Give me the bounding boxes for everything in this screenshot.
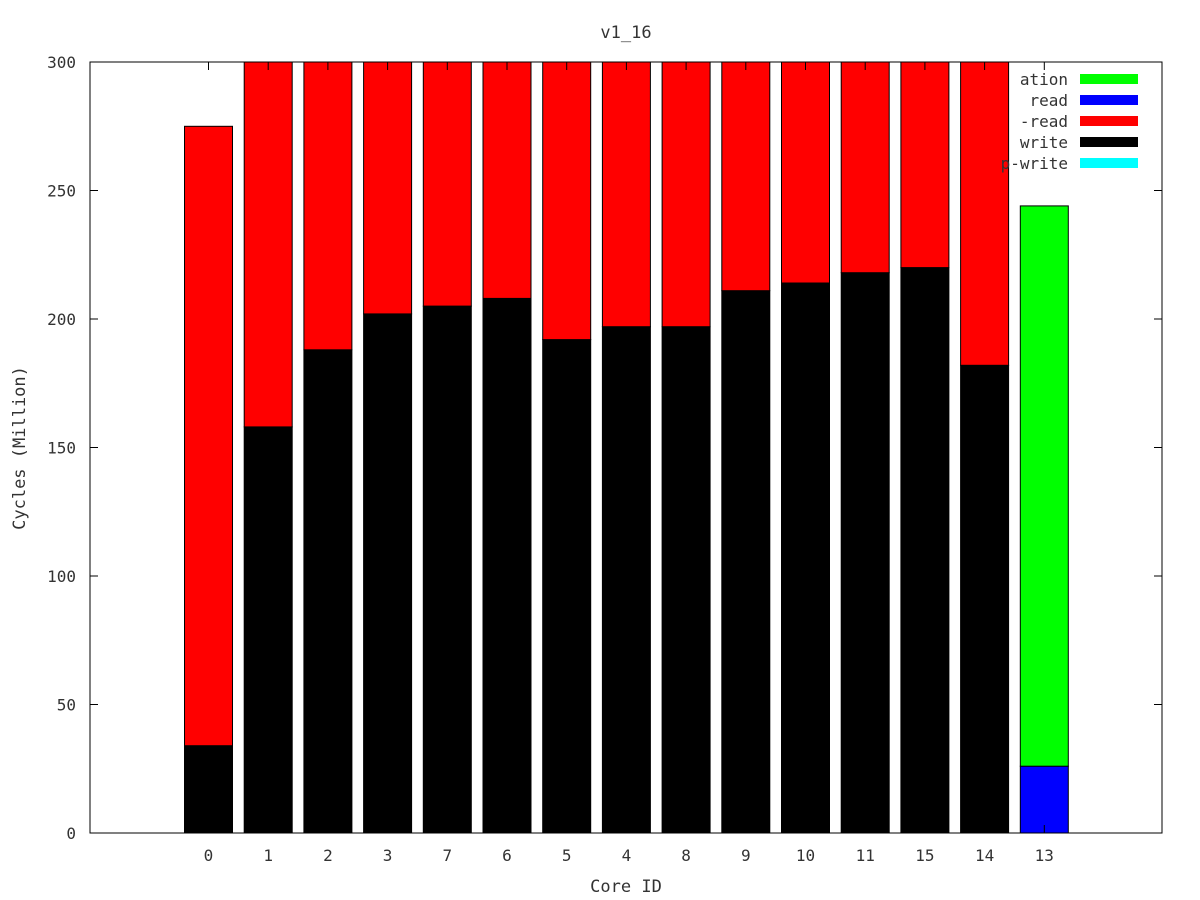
- x-tick-label: 15: [915, 846, 934, 865]
- bar-segment-5-s3: [542, 339, 592, 833]
- x-axis-label: Core ID: [590, 877, 662, 897]
- y-tick-label: 200: [47, 310, 76, 329]
- x-tick-label: 4: [622, 846, 632, 865]
- bar-segment-4-s2: [601, 62, 651, 328]
- bar-segment-14-s2: [960, 62, 1010, 366]
- x-tick-label: 6: [502, 846, 512, 865]
- x-tick-label: 0: [204, 846, 214, 865]
- bar-segment-10-s2: [781, 62, 830, 284]
- x-tick-label: 5: [562, 846, 572, 865]
- bar-segment-9-s3: [721, 290, 771, 833]
- legend-swatch: [1080, 74, 1138, 84]
- bar-segment-8-s2: [661, 62, 711, 328]
- chart-title: v1_16: [600, 23, 651, 43]
- y-tick-label: 0: [66, 824, 76, 843]
- y-ticks-layer: 0 50 100 150 200 250 300: [47, 53, 1162, 843]
- y-tick-label: 50: [57, 696, 76, 715]
- bar-segment-15-s3: [900, 267, 950, 833]
- bar-segment-1-s3: [243, 426, 293, 833]
- legend-swatch: [1080, 137, 1138, 147]
- legend-swatch: [1080, 95, 1138, 105]
- legend-swatch: [1080, 158, 1138, 168]
- x-tick-label: 11: [856, 846, 875, 865]
- bar-segment-0-s2: [184, 125, 233, 747]
- bar-segment-15-s2: [900, 62, 950, 269]
- legend-label: write: [1020, 133, 1068, 152]
- bar-segment-13-s1: [1019, 765, 1069, 833]
- legend-label: ation: [1020, 70, 1068, 89]
- bar-segment-11-s3: [840, 272, 890, 833]
- bar-segment-6-s3: [482, 297, 532, 833]
- bar-segment-6-s2: [482, 62, 532, 299]
- bar-segment-7-s3: [422, 305, 472, 833]
- x-tick-label: 9: [741, 846, 751, 865]
- bar-segment-2-s2: [303, 62, 353, 351]
- x-tick-label: 3: [383, 846, 393, 865]
- x-tick-label: 2: [323, 846, 333, 865]
- bar-segment-4-s3: [601, 326, 651, 833]
- x-ticks-layer: 0 1 2 3 7 6 5 4 8 9 10 11 15 14 13: [204, 62, 1054, 865]
- legend-label: read: [1029, 91, 1068, 110]
- x-tick-label: 14: [975, 846, 994, 865]
- legend: ation read -read write p-write: [1001, 70, 1138, 173]
- bar-segment-14-s3: [960, 364, 1010, 833]
- x-tick-label: 1: [263, 846, 273, 865]
- y-tick-label: 250: [47, 182, 76, 201]
- bar-segment-3-s2: [363, 62, 413, 315]
- legend-swatch: [1080, 116, 1138, 126]
- bar-segment-2-s3: [303, 349, 353, 833]
- x-tick-label: 10: [796, 846, 815, 865]
- bar-segment-10-s3: [781, 282, 830, 833]
- bar-segment-1-s2: [243, 62, 293, 428]
- x-tick-label: 8: [681, 846, 691, 865]
- x-tick-label: 7: [442, 846, 452, 865]
- bar-segment-8-s3: [661, 326, 711, 833]
- bars-layer: [184, 62, 1069, 833]
- legend-label: -read: [1020, 112, 1068, 131]
- bar-segment-13-s0: [1019, 205, 1069, 767]
- x-tick-label: 13: [1035, 846, 1054, 865]
- bar-segment-9-s2: [721, 62, 771, 292]
- bar-segment-5-s2: [542, 62, 592, 341]
- bar-segment-11-s2: [840, 62, 890, 274]
- y-axis-label: Cycles (Million): [10, 366, 30, 530]
- plot-frame: [89, 61, 1163, 834]
- bar-segment-3-s3: [363, 313, 413, 833]
- legend-label: p-write: [1001, 154, 1068, 173]
- bar-segment-7-s2: [422, 62, 472, 307]
- y-tick-label: 150: [47, 439, 76, 458]
- y-tick-label: 300: [47, 53, 76, 72]
- bar-segment-0-s3: [184, 745, 233, 833]
- y-tick-label: 100: [47, 567, 76, 586]
